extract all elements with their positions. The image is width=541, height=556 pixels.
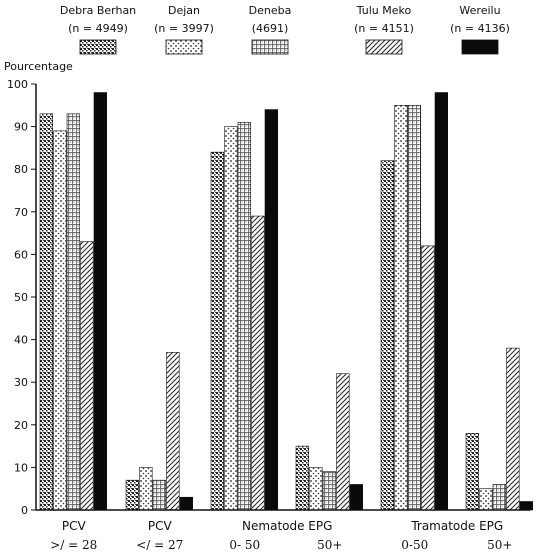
bar-debra-berhan [295, 445, 309, 511]
bar-debra-berhan [39, 113, 53, 511]
legend-series-n: (n = 4151) [354, 22, 414, 35]
bar-debra-berhan [210, 151, 224, 511]
bar-dejan [139, 467, 153, 511]
bar-tulu-meko [80, 241, 94, 511]
y-tick-label: 10 [14, 461, 28, 474]
x-category-sublabel: 0- 50 [229, 538, 260, 552]
legend-swatch [79, 39, 117, 55]
bar-deneba [152, 479, 166, 511]
x-category-sublabel: 0-50 [401, 538, 428, 552]
y-tick-label: 30 [14, 376, 28, 389]
bar-tulu-meko [166, 352, 180, 511]
legend: Debra Berhan (n = 4949) Dejan (n = 3997) Den… [60, 4, 510, 55]
bar-deneba [322, 471, 336, 511]
y-tick-label: 40 [14, 334, 28, 347]
bar-debra-berhan [125, 479, 139, 511]
bar-wereilu [349, 484, 363, 511]
x-category-sublabel: </ = 27 [136, 538, 183, 552]
bar-dejan [479, 488, 493, 511]
y-tick-label: 70 [14, 206, 28, 219]
x-category-sublabel: 50+ [317, 538, 342, 552]
bar-tulu-meko [506, 347, 520, 511]
legend-swatch [251, 39, 289, 55]
y-tick-label: 50 [14, 291, 28, 304]
x-axis-labels: PCV >/ = 28 PCV </ = 27 0- 50 50+ 0-50 50+ Nemat… [50, 519, 512, 552]
legend-series-n: (4691) [252, 22, 289, 35]
legend-swatch [461, 39, 499, 55]
bar-deneba [492, 484, 506, 511]
y-tick-label: 90 [14, 121, 28, 134]
legend-series-name: Dejan [168, 4, 200, 17]
y-tick-label: 100 [7, 78, 28, 91]
y-axis: 0 10 20 30 40 50 60 70 80 90 100 [7, 78, 36, 517]
x-group-label: Nematode EPG [242, 519, 332, 533]
legend-series-n: (n = 4136) [450, 22, 510, 35]
bar-debra-berhan [465, 433, 479, 511]
legend-swatch [365, 39, 403, 55]
bar-tulu-meko [251, 215, 265, 511]
legend-series-name: Deneba [249, 4, 292, 17]
bar-deneba [237, 122, 251, 511]
bar-wereilu [179, 496, 193, 511]
y-tick-label: 80 [14, 163, 28, 176]
bar-tulu-meko [421, 245, 435, 511]
legend-series-name: Debra Berhan [60, 4, 136, 17]
bar-dejan [394, 105, 408, 511]
bar-dejan [224, 126, 238, 511]
x-category-sublabel: >/ = 28 [50, 538, 97, 552]
bar-tulu-meko [336, 373, 350, 511]
x-category-label: PCV [148, 519, 173, 533]
bar-dejan [309, 467, 323, 511]
bar-deneba [66, 113, 80, 511]
bar-deneba [407, 105, 421, 511]
legend-swatch [165, 39, 203, 55]
x-group-label: Tramatode EPG [410, 519, 503, 533]
bar-debra-berhan [380, 160, 394, 511]
x-category-label: PCV [62, 519, 87, 533]
legend-series-n: (n = 4949) [68, 22, 128, 35]
legend-series-name: Wereilu [459, 4, 500, 17]
bar-wereilu [434, 92, 448, 511]
bar-wereilu [264, 109, 278, 511]
legend-series-name: Tulu Meko [356, 4, 412, 17]
y-axis-title: Pourcentage [4, 60, 73, 73]
x-category-sublabel: 50+ [487, 538, 512, 552]
y-tick-label: 20 [14, 419, 28, 432]
bar-wereilu [93, 92, 107, 511]
y-tick-label: 0 [21, 504, 28, 517]
y-tick-label: 60 [14, 248, 28, 261]
legend-series-n: (n = 3997) [154, 22, 214, 35]
bar-dejan [53, 130, 67, 511]
bars [39, 92, 533, 511]
bar-wereilu [519, 501, 533, 511]
axes-frame [35, 84, 530, 511]
